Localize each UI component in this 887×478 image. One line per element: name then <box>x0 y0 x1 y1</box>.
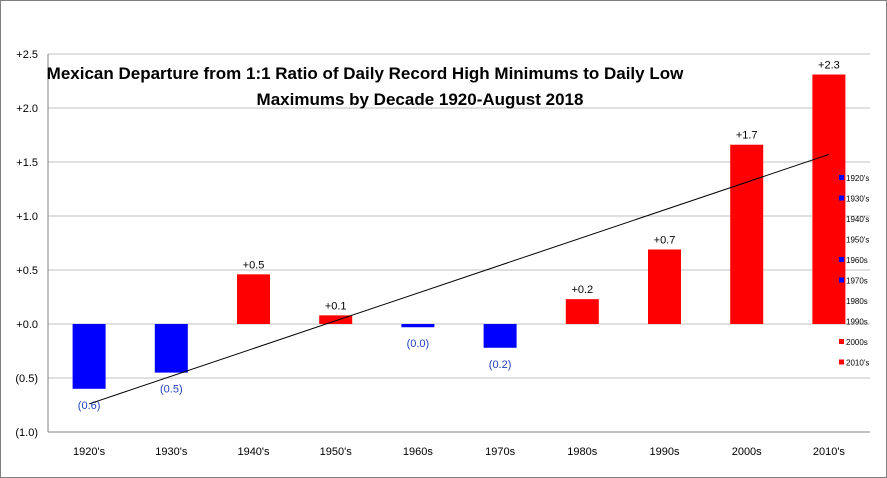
x-tick-label: 1940's <box>237 446 270 458</box>
data-label: +2.3 <box>818 60 840 72</box>
legend-swatch <box>839 298 844 303</box>
legend-label: 2000s <box>846 338 868 347</box>
y-tick-label: (1.0) <box>15 427 38 439</box>
x-tick-label: 1970s <box>485 446 515 458</box>
data-label: +0.7 <box>654 234 676 246</box>
legend-label: 1930's <box>846 195 869 204</box>
legend-label: 1970s <box>846 277 868 286</box>
data-label: +1.7 <box>736 130 758 142</box>
bar <box>72 324 106 389</box>
x-tick-label: 1960s <box>403 446 433 458</box>
bar <box>401 324 435 328</box>
bar <box>483 324 517 348</box>
legend-swatch <box>839 277 844 283</box>
y-tick-label: +1.5 <box>16 157 38 169</box>
legend-swatch <box>839 236 844 242</box>
data-label: (0.5) <box>160 384 183 396</box>
bar <box>565 299 599 324</box>
x-tick-label: 1950's <box>320 446 353 458</box>
legend-swatch <box>839 359 844 365</box>
legend-swatch <box>839 216 844 221</box>
y-tick-label: +2.5 <box>16 49 38 61</box>
x-tick-label: 1990s <box>650 446 680 458</box>
y-tick-label: +0.0 <box>16 319 38 331</box>
x-tick-label: 2000s <box>732 446 762 458</box>
x-tick-label: 1980s <box>567 446 597 458</box>
chart-title-line-2: Maximums by Decade 1920-August 2018 <box>256 90 584 109</box>
data-label: +0.1 <box>325 300 347 312</box>
data-label: +0.5 <box>243 259 265 271</box>
x-tick-label: 2010's <box>813 446 846 458</box>
data-label: +0.2 <box>571 284 593 296</box>
y-tick-label: +1.0 <box>16 211 38 223</box>
y-tick-label: +0.5 <box>16 265 38 277</box>
data-label: (0.6) <box>78 400 101 412</box>
data-label: (0.0) <box>407 338 430 350</box>
x-tick-label: 1920's <box>73 446 106 458</box>
trendline <box>88 153 830 405</box>
chart-title-line-1: Mexican Departure from 1:1 Ratio of Dail… <box>46 64 684 83</box>
legend-swatch <box>839 175 844 180</box>
bar <box>154 324 188 373</box>
legend-label: 1920's <box>846 174 869 183</box>
bar <box>730 144 764 324</box>
bar <box>237 274 270 324</box>
legend-swatch <box>839 257 844 262</box>
bar <box>648 249 681 324</box>
legend-label: 1940's <box>846 215 869 224</box>
legend-swatch <box>839 339 844 344</box>
legend-label: 1990s <box>846 318 868 327</box>
legend-label: 1960s <box>846 256 868 265</box>
legend-swatch <box>839 318 844 324</box>
bar <box>319 315 353 324</box>
legend-swatch <box>839 195 844 201</box>
x-tick-label: 1930's <box>155 446 188 458</box>
y-tick-label: +2.0 <box>16 103 38 115</box>
data-label: (0.2) <box>489 359 512 371</box>
legend-label: 2010's <box>846 359 869 368</box>
y-tick-label: (0.5) <box>15 373 38 385</box>
legend-label: 1950's <box>846 236 869 245</box>
legend-label: 1980s <box>846 297 868 306</box>
